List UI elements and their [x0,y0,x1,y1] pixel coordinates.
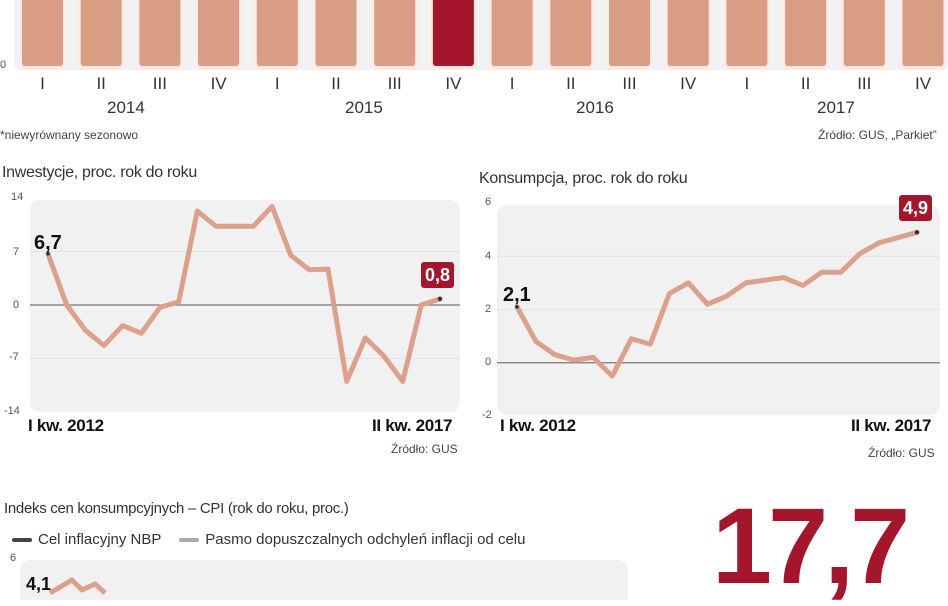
bar-quarter-label: IV [210,74,227,93]
quarterly-bar-chart [14,0,948,70]
bar-quarter-label: I [509,74,515,93]
bar-y-tick-zero: 0 [0,59,7,71]
bar-quarter-label: I [744,74,750,93]
cons-y-tick-0: 0 [485,356,492,368]
cpi-line-fragment [48,577,107,596]
bar-quarter-label: I [40,74,45,93]
cpi-legend-item-target: Cel inflacyjny NBP [12,531,161,548]
inv-y-tick-neg14: -14 [4,405,20,417]
cons-x-start: I kw. 2012 [500,416,576,435]
cpi-legend-item-band: Pasmo dopuszczalnych odchyleń inflacji o… [179,531,525,548]
inv-y-tick-14: 14 [11,191,24,203]
inv-y-tick-0: 0 [13,299,20,311]
cons-source: Źródło: GUS [868,446,935,460]
investment-title: Inwestycje, proc. rok do roku [2,164,197,181]
legend-swatch-dark-icon [12,538,32,543]
inv-y-tick-neg7: -7 [9,351,19,363]
highlight-number: 17,7 [712,485,910,606]
year-label-2015: 2015 [345,98,383,117]
legend-label-band: Pasmo dopuszczalnych odchyleń inflacji o… [205,531,526,548]
legend-label-target: Cel inflacyjny NBP [38,531,162,548]
cons-y-tick-6: 6 [485,196,492,208]
bar-quarter-label: II [96,74,106,93]
cpi-legend: Cel inflacyjny NBP Pasmo dopuszczalnych … [12,531,525,548]
year-label-2014: 2014 [107,98,145,117]
investment-line-chart [30,200,940,415]
legend-swatch-light-icon [179,538,200,543]
year-label-2016: 2016 [576,98,614,117]
year-label-2017: 2017 [817,98,855,117]
cons-y-tick-4: 4 [485,250,492,262]
bar-quarter-label: II [331,74,341,93]
cons-end-value-badge: 4,9 [899,195,933,221]
cons-x-end: II kw. 2017 [851,416,932,435]
bar-quarter-label: III [622,74,637,93]
inv-start-value: 6,7 [34,232,62,254]
bar-quarter-label: III [857,74,872,93]
cpi-start-value: 4,1 [26,574,52,594]
bar-quarter-label: III [152,74,167,93]
consumption-title: Konsumpcja, proc. rok do roku [479,170,688,187]
bar-quarter-label: II [800,74,811,93]
cons-y-tick-2: 2 [485,303,492,315]
bar-quarter-label: IV [445,74,462,93]
inv-x-start: I kw. 2012 [28,416,104,435]
inv-y-tick-7: 7 [13,246,20,258]
bar-source: Źródło: GUS, „Parkiet” [818,128,937,142]
bar-quarter-label: IV [680,74,697,93]
cpi-y-tick-6: 6 [10,552,17,564]
cons-start-value: 2,1 [503,284,531,306]
bar-footnote: *niewyrównany sezonowo [0,128,139,142]
inv-source: Źródło: GUS [391,442,458,456]
bar-quarter-label: III [387,74,402,93]
bar-quarter-label: IV [914,74,932,93]
bar-quarter-label: II [566,74,576,93]
cpi-title: Indeks cen konsumpcyjnych – CPI (rok do … [4,500,349,517]
cons-y-tick-neg2: -2 [482,409,492,421]
bar-quarter-label: I [274,74,280,93]
inv-x-end: II kw. 2017 [372,416,453,435]
inv-end-value-badge: 0,8 [421,262,455,288]
